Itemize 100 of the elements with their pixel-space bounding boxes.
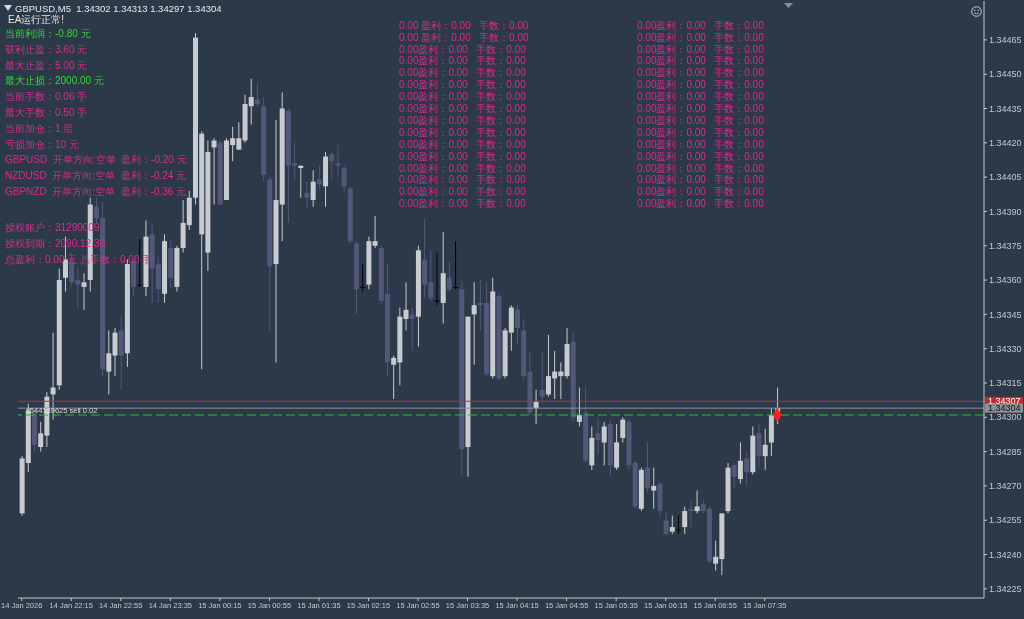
annotation: 0.00盈利：0.00 手数：0.00 <box>637 198 764 211</box>
annotation: 0.00盈利：0.00 手数：0.00 <box>637 138 764 151</box>
annotation: 最大止盈：5.00 元 <box>5 59 88 72</box>
candlestick <box>137 238 143 288</box>
annotation: 0.00盈利：0.00 手数：0.00 <box>399 55 526 68</box>
y-tick-label: 1.34435 <box>989 103 1022 114</box>
annotation: 0.00盈利：0.00 手数：0.00 <box>637 174 764 187</box>
annotation: 0.00 盈利：0.00 手数：0.00 <box>399 31 529 44</box>
candlestick <box>409 307 415 352</box>
candlestick <box>434 252 440 306</box>
annotation: 0.00盈利：0.00 手数：0.00 <box>637 79 764 92</box>
candlestick <box>304 181 310 210</box>
annotation: GBPUSD 开单方向:空单 盈利：-0.20 元 <box>5 154 187 167</box>
annotation: 0.00 盈利：0.00 手数：0.00 <box>399 19 529 32</box>
annotation: 亏损加仓：10 元 <box>5 138 79 151</box>
candlestick <box>737 441 743 485</box>
annotation: 0.00盈利：0.00 手数：0.00 <box>637 103 764 115</box>
candlestick <box>645 441 651 494</box>
annotation: 0.00盈利：0.00 手数：0.00 <box>399 150 526 163</box>
candlestick <box>329 151 335 180</box>
candlestick <box>372 215 378 249</box>
candlestick <box>254 82 260 107</box>
candlestick <box>335 144 341 178</box>
candlestick <box>601 421 607 466</box>
annotation: 0.00盈利：0.00 手数：0.00 <box>637 67 764 80</box>
annotation: 当前加仓：1 层 <box>5 122 74 135</box>
annotation: 0.00盈利：0.00 手数：0.00 <box>637 150 764 163</box>
annotation: 获利止盈：3.60 元 <box>5 43 88 56</box>
candlestick <box>669 515 675 535</box>
annotation: 0.00盈利：0.00 手数：0.00 <box>399 198 526 211</box>
candlestick <box>341 165 347 194</box>
annotation: 0.00盈利：0.00 手数：0.00 <box>399 186 526 199</box>
annotation: 0.00盈利：0.00 手数：0.00 <box>399 67 526 80</box>
candlestick <box>453 240 459 290</box>
annotation: 0.00盈利：0.00 手数：0.00 <box>637 43 764 56</box>
y-tick-label: 1.34390 <box>989 206 1022 217</box>
annotation: NZDUSD 开单方向:空单 盈利：-0.24 元 <box>5 170 187 183</box>
candlestick <box>515 304 520 345</box>
y-tick-label: 1.34285 <box>989 446 1022 457</box>
annotation: 0.00盈利：0.00 手数：0.00 <box>637 19 764 32</box>
candlestick <box>446 261 452 292</box>
y-tick-label: 1.34345 <box>989 309 1022 320</box>
candlestick <box>676 515 681 535</box>
annotation: 0.00盈利：0.00 手数：0.00 <box>399 114 526 127</box>
annotation: 0.00盈利：0.00 手数：0.00 <box>637 186 764 199</box>
candlestick <box>731 462 737 489</box>
y-tick-label: 1.34225 <box>989 584 1022 595</box>
y-tick-label: 1.34405 <box>989 172 1022 183</box>
y-tick-label: 1.34375 <box>989 240 1022 251</box>
candlestick <box>756 423 762 469</box>
y-tick-label: 1.34300 <box>989 412 1022 423</box>
annotation: 最大手数：0.50 手 <box>5 107 88 119</box>
annotation: 0.00盈利：0.00 手数：0.00 <box>399 162 526 175</box>
ref-line-label: 1.34304 <box>988 403 1021 414</box>
candlestick <box>620 416 626 443</box>
annotation: 0.00盈利：0.00 手数：0.00 <box>399 91 526 104</box>
annotation: GBPNZD 开单方向:空单 盈利：-0.36 元 <box>5 186 187 198</box>
annotation: 当前利润：-0.80 元 <box>5 28 91 40</box>
annotation: 0.00盈利：0.00 手数：0.00 <box>637 91 764 104</box>
y-tick-label: 1.34450 <box>989 69 1022 80</box>
annotation: 0.00盈利：0.00 手数：0.00 <box>399 103 526 115</box>
chart-title: GBPUSD,M5 1.34302 1.34313 1.34297 1.34304 <box>15 2 222 14</box>
y-tick-label: 1.34255 <box>989 515 1022 526</box>
candlestick <box>112 327 118 377</box>
candlestick <box>316 165 322 190</box>
candlestick <box>298 165 304 199</box>
annotation: EA运行正常! <box>8 14 65 26</box>
candlestick <box>403 281 409 331</box>
y-tick-label: 1.34315 <box>989 378 1022 389</box>
candlestick <box>106 329 112 395</box>
candlestick <box>576 387 582 427</box>
annotation: 0.00盈利：0.00 手数：0.00 <box>399 126 526 139</box>
y-tick-label: 1.34330 <box>989 343 1022 354</box>
candlestick <box>663 510 669 537</box>
y-tick-label: 1.34360 <box>989 275 1022 286</box>
candlestick <box>744 451 750 487</box>
candlestick <box>81 272 87 311</box>
annotation: 0.00盈利：0.00 手数：0.00 <box>399 174 526 187</box>
annotation: 0.00盈利：0.00 手数：0.00 <box>637 126 764 139</box>
y-tick-label: 1.34420 <box>989 138 1022 149</box>
annotation: 0.00盈利：0.00 手数：0.00 <box>637 31 764 44</box>
candlestick <box>688 501 694 528</box>
annotation: 0.00盈利：0.00 手数：0.00 <box>637 162 764 175</box>
y-tick-label: 1.34465 <box>989 35 1022 46</box>
candlestick <box>595 416 601 455</box>
annotation: 0.00盈利：0.00 手数：0.00 <box>399 43 526 56</box>
candlestick <box>539 350 545 405</box>
y-tick-label: 1.34240 <box>989 549 1022 560</box>
annotation: 当前手数：0.06 手 <box>5 91 88 104</box>
annotation: 0.00盈利：0.00 手数：0.00 <box>637 114 764 127</box>
candlestick <box>93 197 99 224</box>
candlestick <box>682 506 688 535</box>
annotation: 最大止损：2000.00 元 <box>5 75 104 88</box>
y-tick-label: 1.34270 <box>989 481 1022 492</box>
candlestick <box>360 263 366 292</box>
annotation: 0.00盈利：0.00 手数：0.00 <box>637 55 764 68</box>
annotation: 0.00盈利：0.00 手数：0.00 <box>399 79 526 92</box>
candlestick <box>762 428 768 471</box>
candlestick <box>471 281 477 366</box>
candlestick <box>310 169 316 208</box>
